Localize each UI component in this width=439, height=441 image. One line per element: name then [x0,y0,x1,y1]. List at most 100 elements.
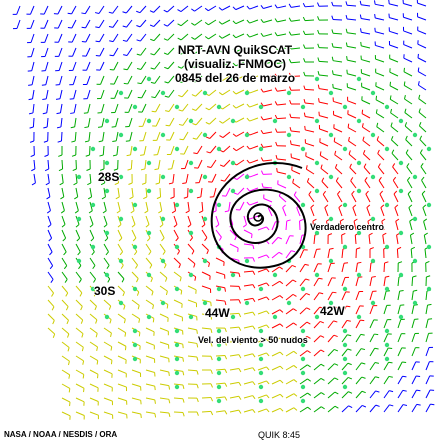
wind-barb [166,5,175,13]
latitude-label-28s: 28S [98,170,120,184]
wind-barb [75,313,84,321]
wind-barb [58,33,63,43]
wind-barb-feather [375,376,380,379]
wind-barb [29,5,35,15]
wind-barb [129,131,133,141]
wind-barb [355,291,360,301]
wind-barb [85,33,91,43]
wind-barb-feather [282,204,286,209]
wind-barb-feather [136,53,141,56]
wind-barb [333,87,343,91]
wind-barb-feather [77,251,81,256]
wind-barb [126,33,133,42]
wind-barb [271,407,281,413]
wind-barb [59,103,63,113]
wind-barb-feather [165,291,168,296]
wind-barb [383,404,390,413]
wind-barb [103,411,113,416]
rain-flag-dot [104,230,110,236]
wind-barb [100,75,105,85]
wind-barb [362,126,371,133]
wind-barb-feather [359,0,362,5]
wind-barb-feather [46,210,51,214]
wind-barb [131,369,141,374]
rain-flag-dot [258,356,264,362]
wind-barb-feather [333,334,338,338]
wind-barb [126,47,133,56]
wind-barb-feather [149,24,154,27]
wind-barb [403,71,413,77]
wind-barb [224,173,231,182]
wind-barb [327,363,335,371]
wind-barb-feather [378,176,382,181]
wind-barb-feather [149,10,154,13]
wind-barb [307,181,315,189]
wind-barb [43,5,49,15]
wind-barb [72,75,77,85]
wind-barb [229,312,240,315]
rain-flag-dot [118,132,124,138]
rain-flag-dot [384,104,390,110]
wind-barb-feather [293,336,298,340]
wind-barb [229,381,239,385]
wind-barb-feather [164,66,169,70]
wind-barb [113,61,119,71]
wind-barb-feather [274,101,278,106]
wind-barb [73,89,77,99]
wind-barb-feather [274,87,278,92]
wind-barb-feather [292,293,297,297]
wind-barb-feather [320,164,323,169]
wind-barb [89,187,93,197]
latitude-label-30s: 30S [94,284,116,298]
wind-barb-feather [334,405,339,409]
wind-barb-feather [388,375,393,378]
rain-flag-dot [188,118,194,124]
wind-barb [299,350,308,357]
rain-flag-dot [202,132,208,138]
wind-barb [33,159,36,170]
wind-barb-feather [331,56,334,61]
wind-barb-feather [279,323,284,327]
rain-flag-dot [174,370,180,376]
wind-barb-feather [352,204,357,208]
wind-barb [243,243,253,246]
wind-barb [410,248,413,259]
wind-barb-feather [345,1,348,6]
wind-barb-feather [136,10,141,14]
wind-barb [378,180,385,189]
wind-barb-feather [303,85,306,90]
rain-flag-dot [132,244,138,250]
wind-barb-feather [224,300,227,306]
wind-barb-feather [165,110,170,113]
wind-barb-feather [260,46,264,51]
wind-barb [291,33,301,36]
wind-barb-feather [302,2,306,8]
wind-barb [361,113,371,119]
wind-barb-feather [201,224,206,228]
wind-barb [87,103,91,113]
wind-barb [142,117,147,127]
wind-barb-feather [150,81,155,84]
wind-barb [169,131,175,141]
wind-barb [154,89,161,98]
wind-barb-feather [100,168,105,171]
rain-flag-dot [258,104,264,110]
wind-barb [167,75,175,84]
wind-barb [187,341,197,344]
wind-barb [194,75,203,83]
wind-barb-feather [260,60,264,65]
wind-barb [73,103,77,113]
wind-barb [290,75,301,78]
rain-flag-dot [160,132,166,138]
rain-flag-dot [258,146,264,152]
wind-barb [353,221,357,231]
wind-barb-feather [317,43,320,48]
wind-barb-feather [238,299,241,304]
wind-barb [183,131,189,141]
wind-barb [159,187,162,198]
wind-barb [173,355,183,359]
wind-barb [334,154,343,161]
wind-barb-feather [88,210,93,214]
wind-barb [117,201,121,211]
wind-barb-feather [51,306,55,311]
